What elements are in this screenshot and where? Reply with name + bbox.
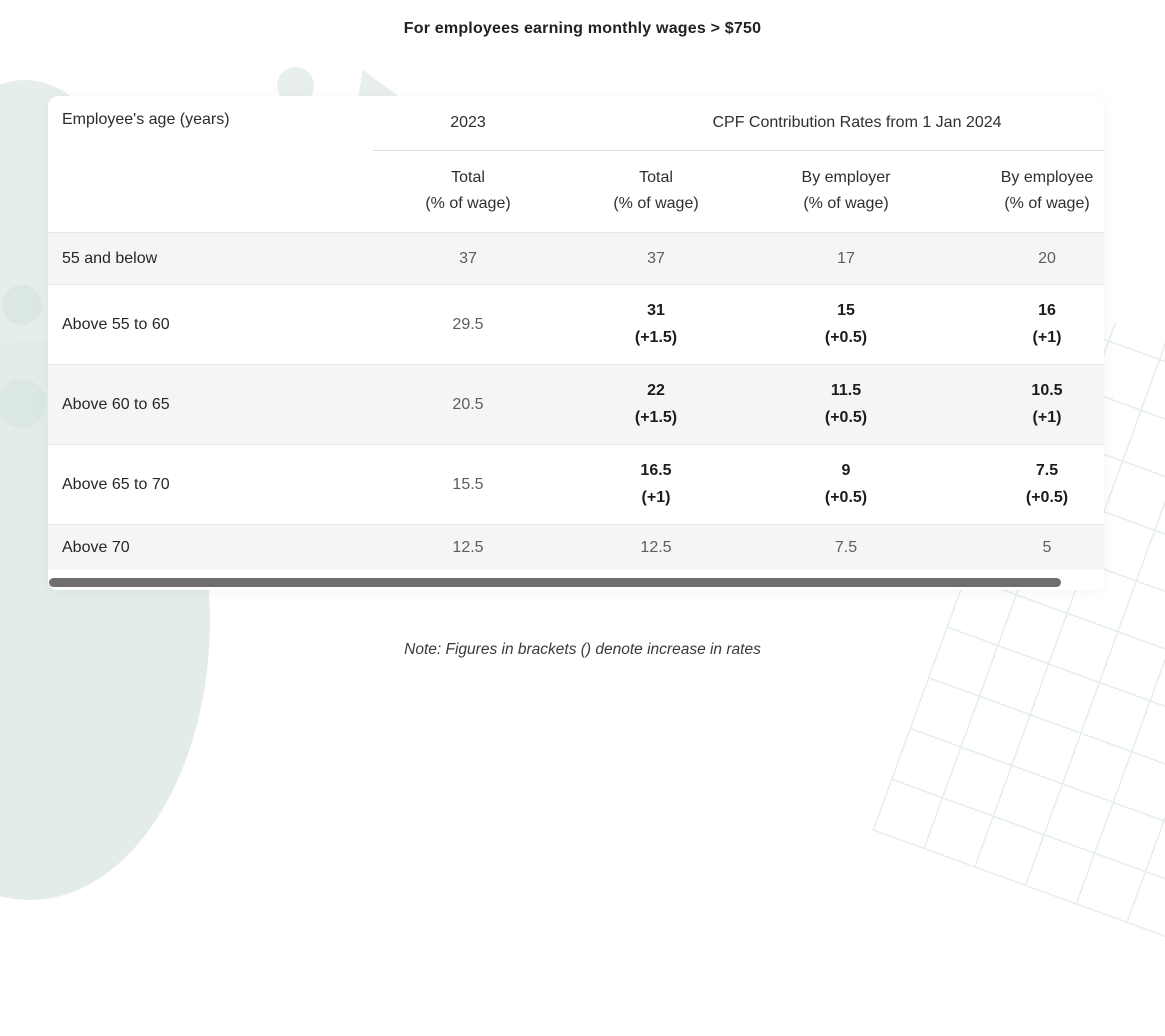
cell-by-employer: 11.5 (+0.5) [749, 364, 943, 444]
subheader-line1: By employee [1000, 169, 1094, 186]
cell-value: 22 [647, 382, 665, 399]
subheader-line2: (% of wage) [803, 195, 889, 212]
cell-increase: (+1) [1032, 409, 1062, 426]
subheader-line2: (% of wage) [1004, 195, 1090, 212]
row-age-label: Above 60 to 65 [62, 395, 170, 413]
horizontal-scrollbar-track[interactable] [49, 578, 1102, 587]
cell-2023-total: 37 [459, 249, 477, 267]
cell-value: 7.5 [1035, 462, 1059, 479]
subheader-line2: (% of wage) [425, 195, 511, 212]
cell-value: 16.5 [640, 462, 672, 479]
subheader-2024-total: Total (% of wage) [563, 150, 749, 232]
cell-increase: (+1.5) [634, 409, 678, 426]
cell-increase: (+1.5) [634, 329, 678, 346]
subheader-line1: Total [451, 169, 485, 186]
background-circle-small-upper [2, 285, 42, 325]
cell-value: 16 [1038, 302, 1056, 319]
subheader-line2: (% of wage) [613, 195, 699, 212]
col-header-2023: 2023 [373, 96, 563, 151]
footnote: Note: Figures in brackets () denote incr… [404, 641, 761, 658]
subheader-line1: By employer [801, 169, 891, 186]
col-header-age: Employee's age (years) [62, 111, 230, 128]
page-title: For employees earning monthly wages > $7… [403, 20, 762, 37]
cell-2023-total: 29.5 [452, 315, 484, 333]
row-age-label: Above 55 to 60 [62, 315, 170, 333]
cell-increase: (+0.5) [1025, 489, 1069, 506]
cpf-rates-table-card: Employee's age (years) 2023 CPF Contribu… [48, 96, 1104, 590]
sub-header-row: Total (% of wage) Total (% of wage) By e… [48, 150, 1104, 232]
row-age-label: Above 70 [62, 538, 130, 556]
cell-2023-total: 12.5 [452, 538, 484, 556]
background-triangle-top [358, 70, 398, 98]
row-age-label: Above 65 to 70 [62, 475, 170, 493]
cell-by-employer: 15 (+0.5) [749, 284, 943, 364]
cell-value: 15 [837, 302, 855, 319]
cell-value: 31 [647, 302, 665, 319]
cell-2024-total: 12.5 [563, 524, 749, 570]
col-header-2024: CPF Contribution Rates from 1 Jan 2024 [563, 96, 1104, 151]
cell-value: 5 [1042, 538, 1052, 556]
cell-by-employer: 17 [749, 232, 943, 284]
cell-2024-total: 31 (+1.5) [563, 284, 749, 364]
cell-increase: (+1) [1032, 329, 1062, 346]
cell-2023-total: 20.5 [452, 395, 484, 413]
table-row-above-55-to-60: Above 55 to 60 29.5 31 (+1.5) 15 (+0.5) … [48, 284, 1104, 364]
background-circle-small-lower [0, 379, 46, 428]
cell-value: 12.5 [640, 538, 672, 556]
subheader-by-employer: By employer (% of wage) [749, 150, 943, 232]
subheader-by-employee: By employee (% of wage) [943, 150, 1104, 232]
cell-2024-total: 22 (+1.5) [563, 364, 749, 444]
table-row-above-65-to-70: Above 65 to 70 15.5 16.5 (+1) 9 (+0.5) 7… [48, 444, 1104, 524]
table-row-above-70: Above 70 12.5 12.5 7.5 5 [48, 524, 1104, 570]
cell-increase: (+0.5) [824, 489, 868, 506]
cell-value: 9 [841, 462, 851, 479]
cell-by-employer: 9 (+0.5) [749, 444, 943, 524]
cell-value: 11.5 [830, 382, 862, 399]
cell-by-employee: 20 [943, 232, 1104, 284]
cell-2023-total: 15.5 [452, 475, 484, 493]
horizontal-scrollbar-thumb[interactable] [49, 578, 1061, 587]
table-row-55-and-below: 55 and below 37 37 17 20 [48, 232, 1104, 284]
cpf-rates-table: Employee's age (years) 2023 CPF Contribu… [48, 96, 1104, 570]
cell-by-employee: 16 (+1) [943, 284, 1104, 364]
subheader-2023-total: Total (% of wage) [373, 150, 563, 232]
row-age-label: 55 and below [62, 249, 158, 267]
cell-value: 20 [1038, 249, 1056, 267]
cell-2024-total: 37 [563, 232, 749, 284]
cell-value: 7.5 [834, 538, 858, 556]
cell-by-employee: 5 [943, 524, 1104, 570]
cell-by-employer: 7.5 [749, 524, 943, 570]
cell-value: 10.5 [1031, 382, 1063, 399]
cell-by-employee: 10.5 (+1) [943, 364, 1104, 444]
cell-increase: (+0.5) [824, 329, 868, 346]
cell-value: 17 [837, 249, 855, 267]
cell-value: 37 [647, 249, 665, 267]
cell-2024-total: 16.5 (+1) [563, 444, 749, 524]
group-header-row: Employee's age (years) 2023 CPF Contribu… [48, 96, 1104, 151]
cell-increase: (+0.5) [824, 409, 868, 426]
table-row-above-60-to-65: Above 60 to 65 20.5 22 (+1.5) 11.5 (+0.5… [48, 364, 1104, 444]
cell-increase: (+1) [641, 489, 671, 506]
cell-by-employee: 7.5 (+0.5) [943, 444, 1104, 524]
subheader-line1: Total [639, 169, 673, 186]
